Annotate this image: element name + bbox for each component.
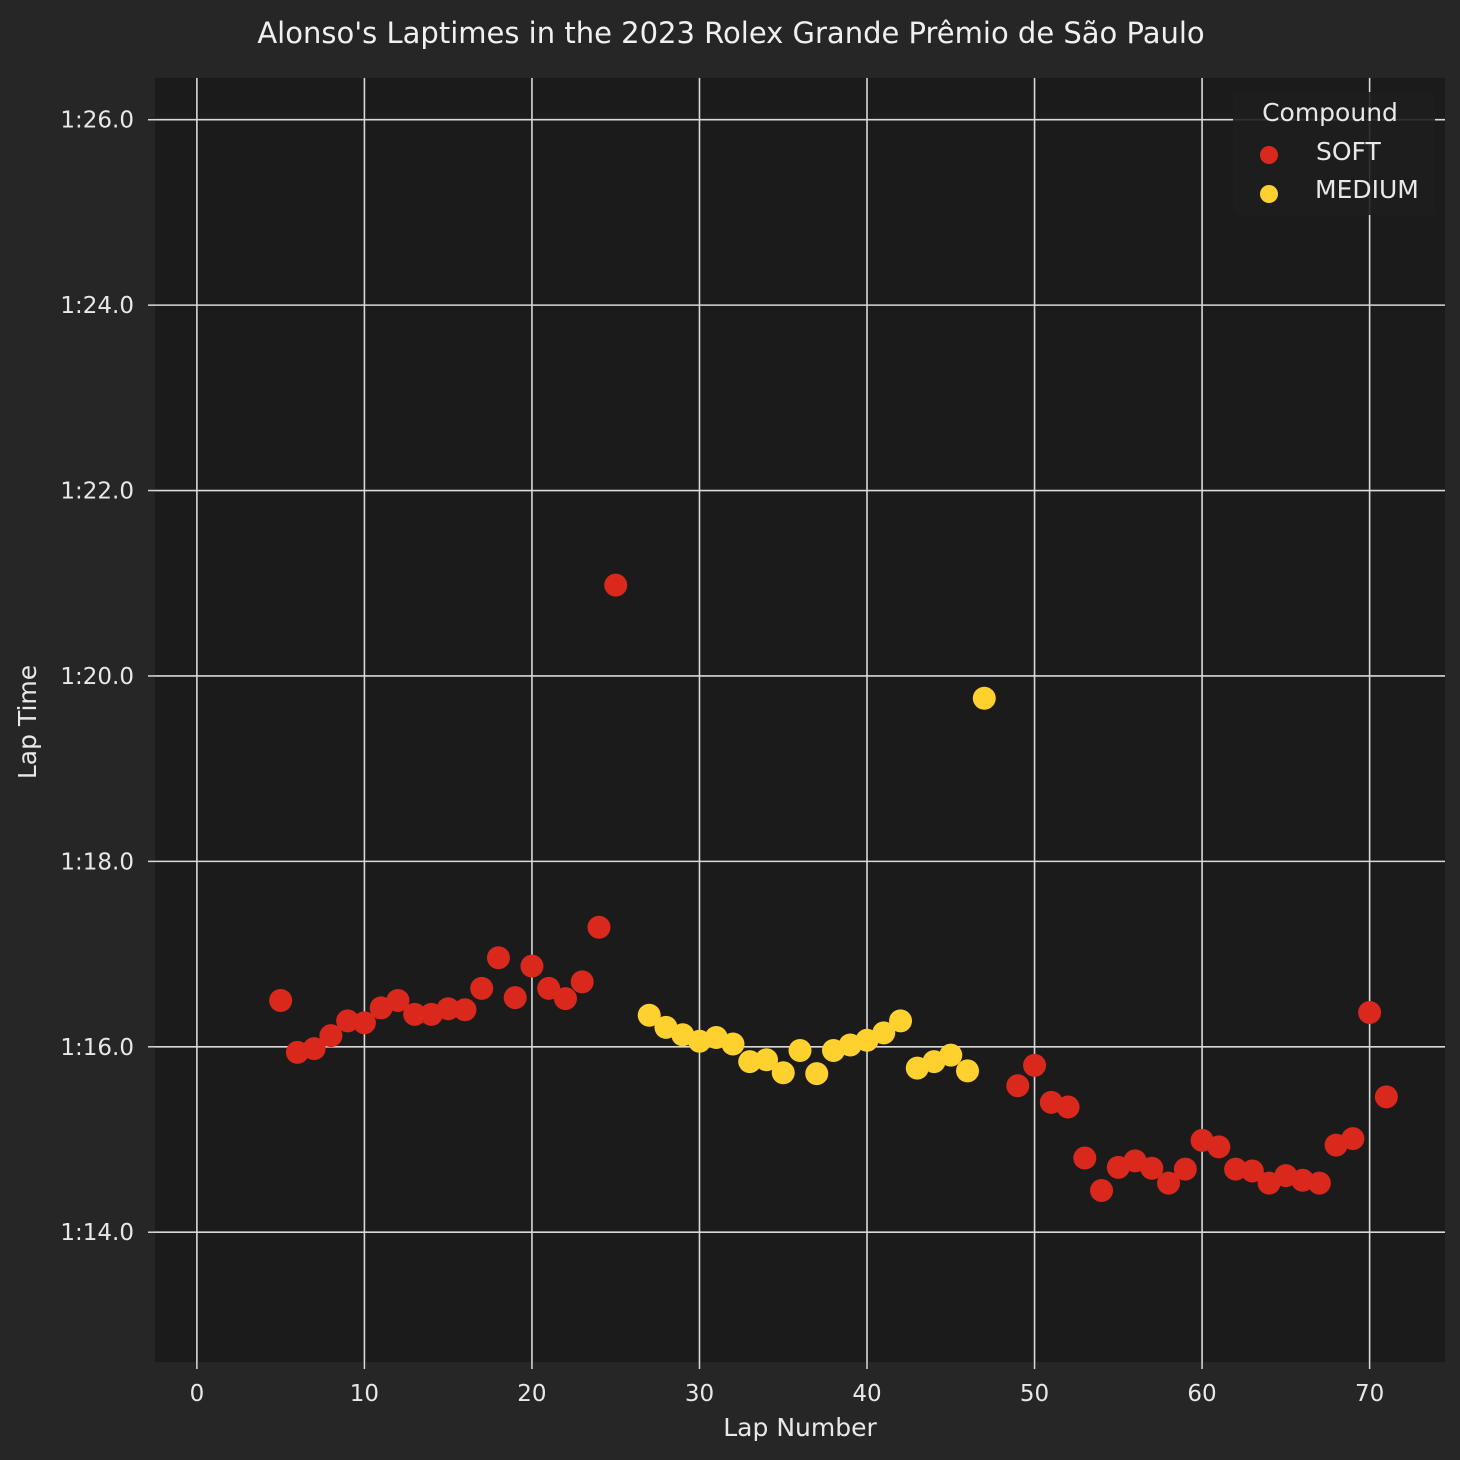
point-soft (302, 1037, 326, 1061)
point-soft (570, 970, 594, 994)
y-tick-label: 1:18.0 (60, 849, 134, 875)
point-medium (956, 1059, 980, 1083)
x-tick-label: 30 (685, 1381, 714, 1407)
point-soft (503, 986, 527, 1010)
legend-title: Compound (1262, 98, 1398, 127)
y-axis-label: Lap Time (13, 665, 42, 779)
point-soft (1240, 1159, 1264, 1183)
point-soft (269, 988, 293, 1012)
point-soft (537, 976, 561, 1000)
point-medium (738, 1050, 762, 1074)
point-soft (486, 946, 510, 970)
point-soft (1358, 1000, 1382, 1024)
legend-marker-medium (1260, 185, 1278, 203)
point-medium (637, 1003, 661, 1027)
point-soft (336, 1009, 360, 1033)
y-tick-label: 1:14.0 (60, 1220, 134, 1246)
point-soft (319, 1024, 343, 1048)
point-soft (520, 954, 544, 978)
point-medium (721, 1032, 745, 1056)
x-tick-label: 40 (852, 1381, 881, 1407)
point-soft (1090, 1178, 1114, 1202)
point-soft (1224, 1157, 1248, 1181)
point-soft (352, 1011, 376, 1035)
point-soft (1023, 1053, 1047, 1077)
series-soft (269, 573, 1398, 1202)
point-soft (604, 573, 628, 597)
point-soft (1140, 1156, 1164, 1180)
legend: Compound SOFT MEDIUM (1233, 92, 1435, 215)
legend-label-soft: SOFT (1316, 137, 1381, 166)
point-soft (1073, 1146, 1097, 1170)
x-tick-label: 10 (350, 1381, 379, 1407)
x-tick-label: 0 (190, 1381, 205, 1407)
y-tick-label: 1:20.0 (60, 664, 134, 690)
x-tick-label: 20 (517, 1381, 546, 1407)
data-points (269, 573, 1398, 1202)
series-medium (637, 686, 996, 1086)
x-tick-label: 50 (1020, 1381, 1049, 1407)
legend-box (1233, 92, 1435, 215)
point-soft (453, 998, 477, 1022)
x-tick-label: 60 (1187, 1381, 1216, 1407)
point-soft (1341, 1127, 1365, 1151)
point-soft (1157, 1171, 1181, 1195)
point-soft (403, 1002, 427, 1026)
y-tick-label: 1:26.0 (60, 108, 134, 134)
point-medium (939, 1043, 963, 1067)
point-soft (553, 987, 577, 1011)
x-axis-label: Lap Number (723, 1413, 877, 1442)
point-medium (805, 1062, 829, 1086)
x-tick-label: 70 (1355, 1381, 1384, 1407)
point-soft (1307, 1171, 1331, 1195)
x-axis-ticks: 0 10 20 30 40 50 60 70 (190, 1362, 1384, 1407)
y-axis-ticks: 1:14.0 1:16.0 1:18.0 1:20.0 1:22.0 1:24.0 1:26… (60, 108, 155, 1246)
point-soft (1173, 1157, 1197, 1181)
point-soft (1056, 1095, 1080, 1119)
point-soft (1374, 1085, 1398, 1109)
y-tick-label: 1:22.0 (60, 479, 134, 505)
point-medium (972, 686, 996, 710)
point-soft (1006, 1074, 1030, 1098)
y-tick-label: 1:16.0 (60, 1035, 134, 1061)
point-soft (587, 915, 611, 939)
point-soft (1207, 1135, 1231, 1159)
point-soft (436, 997, 460, 1021)
point-medium (788, 1039, 812, 1063)
point-medium (872, 1021, 896, 1045)
point-soft (470, 976, 494, 1000)
point-medium (754, 1048, 778, 1072)
legend-label-medium: MEDIUM (1315, 175, 1419, 204)
chart-title: Alonso's Laptimes in the 2023 Rolex Gran… (257, 16, 1204, 50)
point-medium (771, 1061, 795, 1085)
legend-marker-soft (1260, 146, 1278, 164)
y-tick-label: 1:24.0 (60, 293, 134, 319)
point-medium (889, 1009, 913, 1033)
point-soft (386, 988, 410, 1012)
